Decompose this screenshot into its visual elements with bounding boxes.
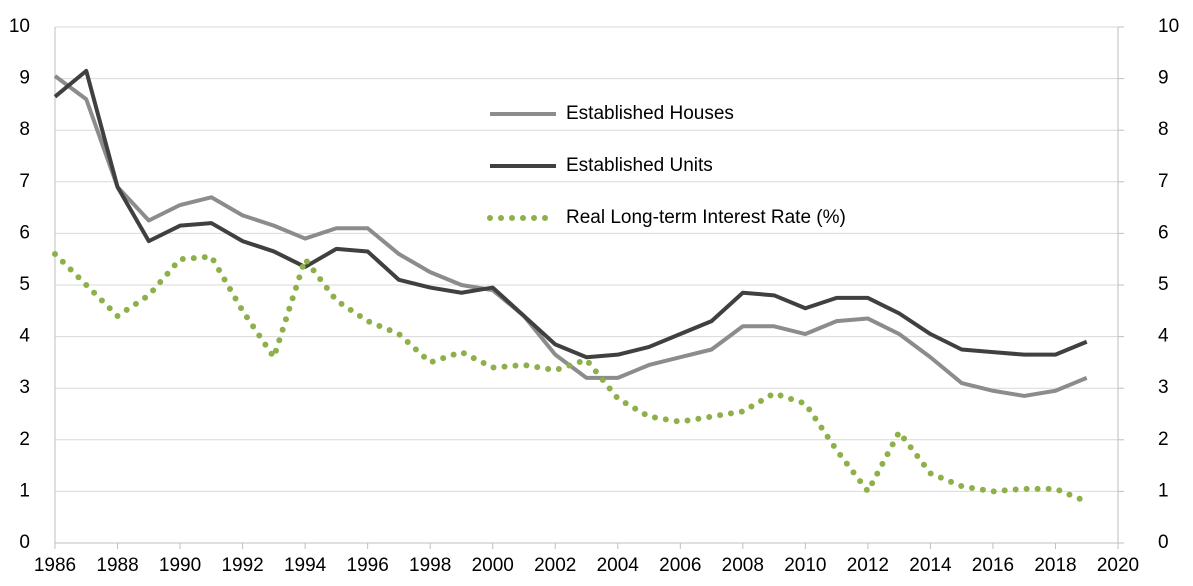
x-tick-label: 2010 [784, 555, 826, 576]
y-tick-label: 7 [19, 171, 30, 192]
y-tick-label: 5 [19, 274, 30, 295]
y2-tick-label: 10 [1158, 16, 1179, 37]
y2-tick-label: 1 [1158, 480, 1169, 501]
x-tick-label: 1994 [284, 555, 327, 576]
x-tick-label: 1990 [159, 555, 201, 576]
y-tick-label: 9 [19, 68, 30, 89]
x-tick-label: 2020 [1097, 555, 1139, 576]
x-tick-label: 1996 [347, 555, 389, 576]
y2-tick-label: 2 [1158, 429, 1169, 450]
y-tick-label: 3 [19, 377, 30, 398]
x-tick-label: 2018 [1034, 555, 1076, 576]
y2-tick-label: 6 [1158, 222, 1169, 243]
x-tick-label: 1986 [34, 555, 76, 576]
x-tick-label: 2004 [597, 555, 640, 576]
series-line [52, 251, 1090, 505]
y2-tick-label: 4 [1158, 326, 1169, 347]
x-tick-label: 2006 [659, 555, 701, 576]
y2-tick-label: 0 [1158, 532, 1169, 553]
x-tick-label: 2014 [909, 555, 952, 576]
y-tick-label: 10 [9, 16, 30, 37]
y-tick-label: 2 [19, 429, 30, 450]
x-tick-label: 1988 [96, 555, 138, 576]
x-tick-label: 2016 [972, 555, 1014, 576]
y2-tick-label: 3 [1158, 377, 1169, 398]
series-line [53, 68, 1088, 360]
y2-tick-label: 7 [1158, 171, 1169, 192]
y-tick-label: 6 [19, 222, 30, 243]
y-tick-label: 1 [19, 480, 30, 501]
y-tick-label: 8 [19, 119, 30, 140]
x-tick-label: 1998 [409, 555, 451, 576]
x-tick-label: 2002 [534, 555, 576, 576]
y2-tick-label: 5 [1158, 274, 1169, 295]
legend-label: Established Units [566, 155, 713, 176]
x-tick-label: 2000 [472, 555, 514, 576]
y2-tick-label: 8 [1158, 119, 1169, 140]
x-tick-label: 2012 [847, 555, 889, 576]
legend-label: Real Long-term Interest Rate (%) [566, 207, 846, 228]
y-tick-label: 0 [19, 532, 30, 553]
legend-label: Established Houses [566, 103, 734, 124]
x-tick-label: 2008 [722, 555, 764, 576]
x-tick-label: 1992 [221, 555, 263, 576]
y-tick-label: 4 [19, 326, 30, 347]
y2-tick-label: 9 [1158, 68, 1169, 89]
